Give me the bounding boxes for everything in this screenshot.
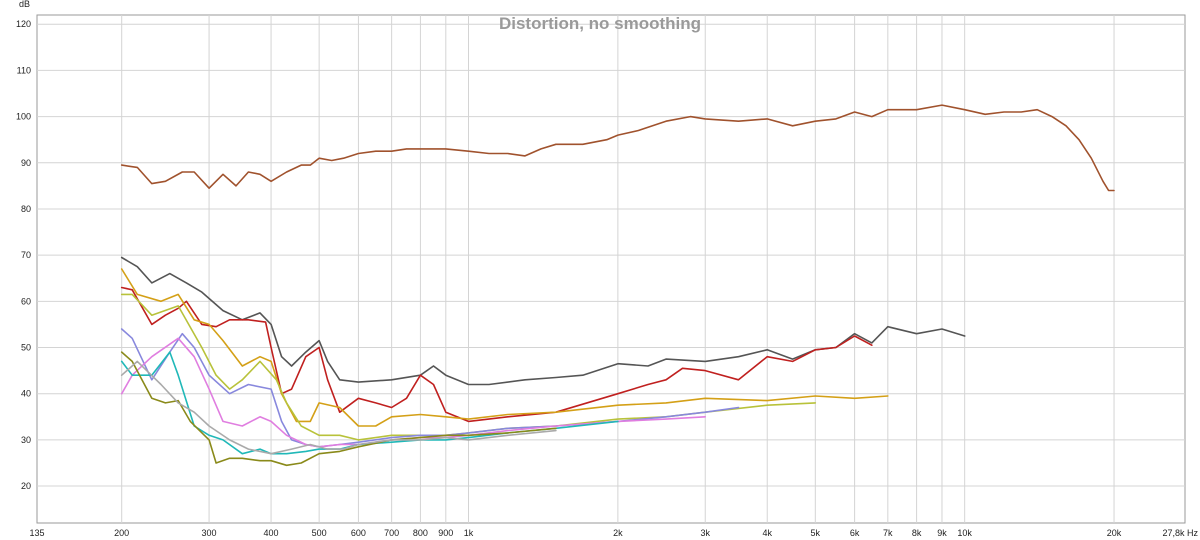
y-tick-label: 30 xyxy=(21,435,31,445)
x-tick-label: 7k xyxy=(883,528,893,538)
x-tick-label: 3k xyxy=(700,528,710,538)
y-tick-label: 90 xyxy=(21,158,31,168)
series-line-4 xyxy=(120,268,889,427)
x-tick-label: 800 xyxy=(413,528,428,538)
x-tick-label: 20k xyxy=(1107,528,1122,538)
series-line-9 xyxy=(120,351,557,467)
y-tick-label: 50 xyxy=(21,343,31,353)
x-tick-label: 4k xyxy=(762,528,772,538)
y-tick-label: 100 xyxy=(16,112,31,122)
x-tick-label: 2k xyxy=(613,528,623,538)
y-tick-label: 60 xyxy=(21,296,31,306)
y-axis-unit-label: dB xyxy=(19,0,30,9)
x-tick-label: 10k xyxy=(957,528,972,538)
y-tick-label: 120 xyxy=(16,19,31,29)
y-tick-label: 110 xyxy=(17,65,31,75)
x-tick-label: 5k xyxy=(811,528,821,538)
series-line-1 xyxy=(120,104,1115,192)
series-line-3 xyxy=(120,286,873,423)
x-tick-label: 400 xyxy=(264,528,279,538)
axis-labels: 135 200 300 400 500 600 700 800 900 1k 2k 3k 4k 5k 6k 7… xyxy=(16,19,1199,538)
x-tick-label: 9k xyxy=(937,528,947,538)
x-tick-label: 500 xyxy=(312,528,327,538)
x-tick-label: 1k xyxy=(464,528,474,538)
x-tick-label: 6k xyxy=(850,528,860,538)
x-tick-label: 900 xyxy=(438,528,453,538)
y-tick-label: 80 xyxy=(21,204,31,214)
x-tick-label: 600 xyxy=(351,528,366,538)
y-tick-label: 20 xyxy=(21,481,31,491)
y-tick-label: 40 xyxy=(21,389,31,399)
x-tick-label: 200 xyxy=(114,528,129,538)
x-tick-label: 8k xyxy=(912,528,922,538)
x-tick-label: 27,8k Hz xyxy=(1162,528,1198,538)
chart-title: Distortion, no smoothing xyxy=(499,14,701,33)
y-tick-label: 70 xyxy=(21,250,31,260)
series-line-10 xyxy=(120,360,557,455)
x-tick-label: 700 xyxy=(384,528,399,538)
x-tick-label: 300 xyxy=(202,528,217,538)
series-lines xyxy=(120,104,1115,467)
x-tick-label: 135 xyxy=(29,528,44,538)
series-line-5 xyxy=(120,293,817,441)
